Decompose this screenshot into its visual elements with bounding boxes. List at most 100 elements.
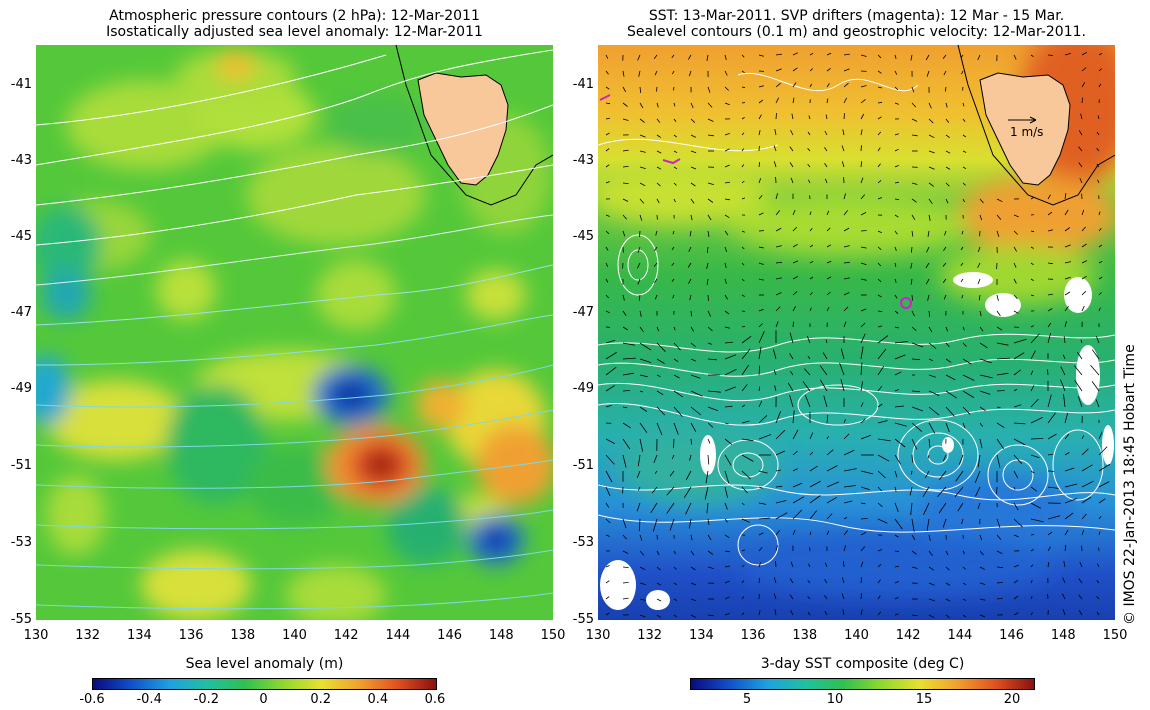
velocity-arrow [605,366,617,376]
velocity-arrow [656,406,666,416]
velocity-arrow [656,566,661,571]
velocity-arrow [707,214,712,221]
velocity-arrow [996,390,1005,392]
velocity-arrow [860,262,867,266]
velocity-arrow [860,85,867,88]
velocity-arrow [1047,332,1051,344]
velocity-arrow [943,294,947,300]
velocity-arrow [758,365,761,376]
velocity-arrow [775,53,782,56]
velocity-arrow [1030,580,1033,584]
velocity-arrow [1074,365,1083,376]
velocity-arrow [1030,438,1044,440]
velocity-arrow [809,211,812,216]
velocity-arrow [690,582,697,586]
velocity-arrow [925,470,930,478]
velocity-arrow [824,595,828,600]
velocity-arrow [707,294,709,302]
velocity-arrow [911,198,917,203]
velocity-arrow [926,70,930,77]
velocity-arrow [945,582,951,586]
velocity-arrow [639,550,645,556]
velocity-arrow [809,510,818,520]
velocity-arrow [1064,276,1071,280]
velocity-arrow [819,379,828,392]
velocity-arrow [894,102,899,105]
velocity-arrow [962,422,966,429]
velocity-arrow [1081,448,1089,456]
velocity-arrow [826,465,838,472]
velocity-arrow [996,230,1000,237]
velocity-arrow [910,278,913,285]
velocity-arrow [707,358,718,361]
right-title-line1: SST: 13-Mar-2011. SVP drifters (magenta)… [648,8,1065,24]
velocity-arrow [685,502,692,515]
velocity-arrow [638,294,641,301]
velocity-arrow [775,512,788,520]
velocity-arrow [639,102,644,109]
velocity-arrow [622,597,629,600]
velocity-arrow [877,486,883,492]
velocity-arrow [622,566,629,568]
velocity-arrow [688,70,692,77]
velocity-arrow [690,198,695,204]
velocity-arrow [962,182,966,186]
velocity-arrow [1081,209,1085,216]
velocity-arrow [1047,369,1049,376]
velocity-arrow [911,182,918,185]
velocity-arrow [1013,352,1025,360]
velocity-arrow [826,481,840,488]
velocity-arrow [707,518,710,525]
velocity-arrow [809,292,813,296]
velocity-arrow [860,418,866,424]
right-colorbar-label: 3-day SST composite (deg C) [760,656,965,672]
left-title-line2: Isostatically adjusted sea level anomaly… [106,24,483,40]
velocity-arrow [605,580,610,584]
velocity-arrow [825,339,828,344]
velocity-arrow [1013,230,1018,235]
velocity-arrow [911,134,918,137]
velocity-arrow [1074,380,1083,392]
velocity-arrow [1081,226,1086,232]
velocity-arrow [758,400,763,408]
velocity-arrow [775,193,778,200]
velocity-arrow [911,358,921,361]
velocity-arrow [671,246,675,251]
velocity-arrow [605,454,615,465]
velocity-arrow [775,292,782,296]
velocity-arrow [654,470,658,474]
velocity-arrow [877,197,883,200]
y-tick-label: -51 [10,458,32,473]
velocity-arrow [928,438,931,448]
velocity-arrow [775,97,780,104]
velocity-arrow [894,354,906,360]
velocity-arrow [741,364,749,376]
right-title-line2: Sealevel contours (0.1 m) and geostrophi… [627,24,1086,40]
velocity-arrow [1081,305,1085,312]
velocity-arrow [957,502,964,512]
velocity-arrow [809,260,814,264]
velocity-arrow [775,469,781,472]
velocity-arrow [622,550,629,554]
velocity-arrow [860,402,864,408]
velocity-arrow [894,341,908,344]
colorbar-tick-label: 0 [259,692,268,707]
velocity-arrow [622,518,627,529]
velocity-arrow [724,580,730,584]
velocity-arrow [911,566,918,569]
velocity-arrow [996,342,1009,346]
velocity-arrow [622,438,631,450]
velocity-arrow [1030,294,1035,297]
velocity-arrow [1098,446,1108,456]
velocity-arrow [672,294,675,299]
velocity-arrow [826,244,832,248]
velocity-arrow [724,70,728,76]
velocity-arrow [1064,321,1067,328]
velocity-arrow [877,70,882,74]
velocity-arrow [860,308,867,312]
velocity-arrow [996,454,1001,468]
velocity-arrow [843,113,845,120]
velocity-arrow [707,182,714,185]
velocity-arrow [1047,486,1059,489]
velocity-arrow [1098,68,1102,72]
